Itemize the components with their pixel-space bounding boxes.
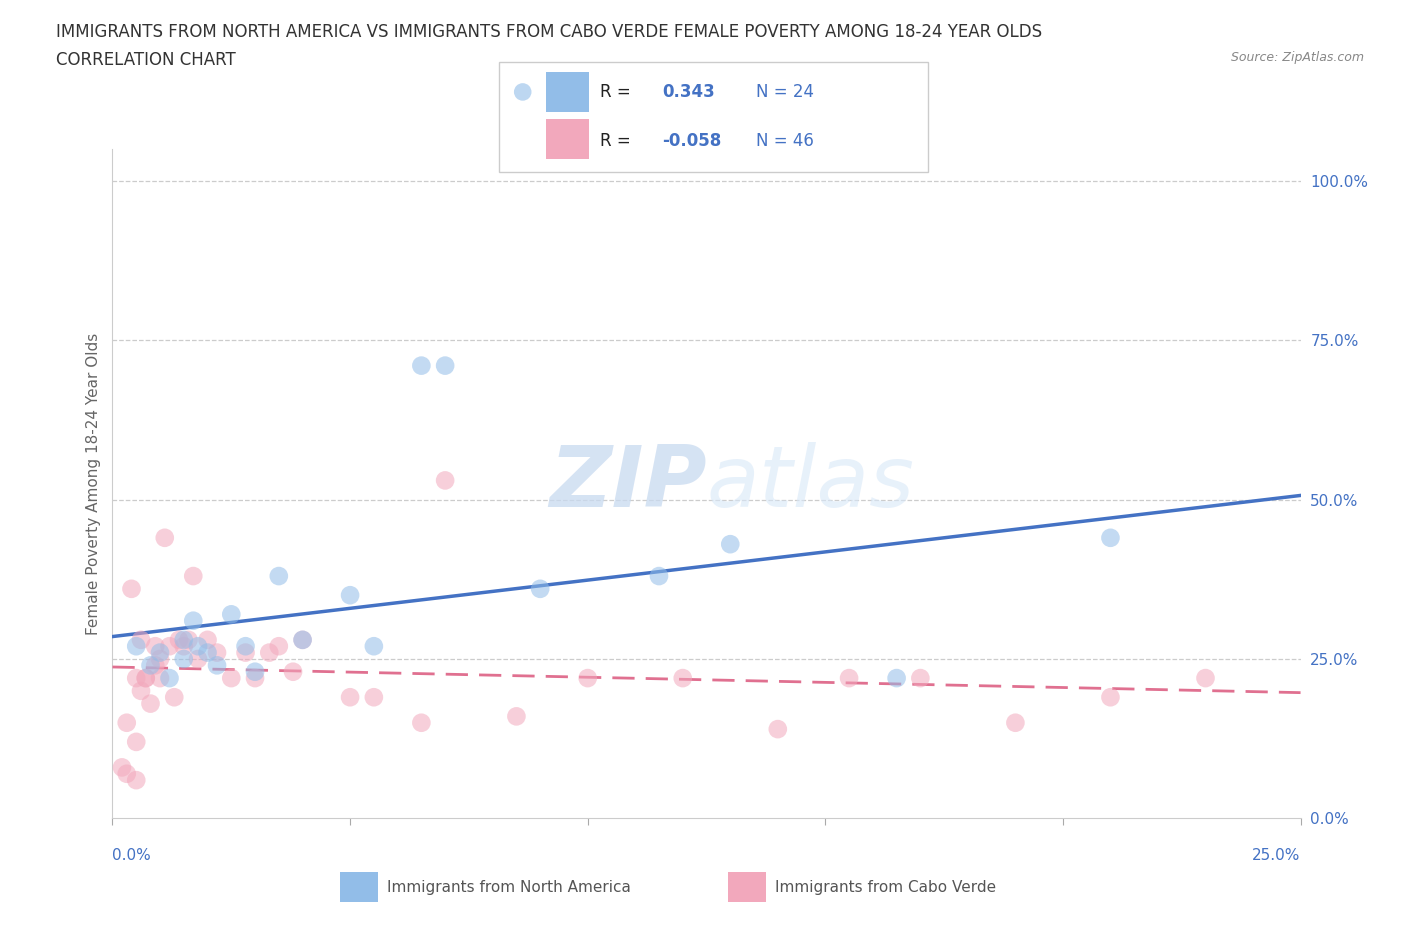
Point — [512, 85, 534, 100]
Text: N = 46: N = 46 — [756, 132, 814, 151]
Point — [243, 664, 266, 679]
Point — [243, 671, 266, 685]
Point — [363, 690, 385, 705]
Point — [173, 639, 195, 654]
Point — [159, 639, 181, 654]
Point — [576, 671, 599, 685]
Point — [267, 639, 290, 654]
Point — [135, 671, 157, 685]
Point — [1194, 671, 1216, 685]
Point — [205, 658, 228, 672]
Point — [139, 697, 162, 711]
Point — [235, 645, 257, 660]
Point — [143, 658, 166, 672]
Point — [129, 684, 152, 698]
Point — [411, 715, 433, 730]
Point — [115, 715, 138, 730]
Point — [339, 690, 361, 705]
Point — [125, 639, 148, 654]
Point — [173, 652, 195, 667]
Point — [187, 639, 209, 654]
Point — [648, 568, 671, 583]
Text: Immigrants from North America: Immigrants from North America — [387, 880, 630, 895]
Point — [886, 671, 908, 685]
Point — [205, 645, 228, 660]
Point — [187, 652, 209, 667]
Point — [125, 671, 148, 685]
Point — [153, 530, 176, 545]
Point — [235, 639, 257, 654]
Point — [838, 671, 860, 685]
Point — [115, 766, 138, 781]
Text: CORRELATION CHART: CORRELATION CHART — [56, 51, 236, 69]
Point — [139, 658, 162, 672]
Text: ZIP: ZIP — [548, 442, 707, 525]
Point — [910, 671, 932, 685]
Point — [181, 613, 204, 628]
Point — [149, 645, 172, 660]
Point — [135, 671, 157, 685]
Point — [1099, 530, 1122, 545]
Text: atlas: atlas — [707, 442, 914, 525]
Bar — [547, 119, 589, 159]
Text: -0.058: -0.058 — [662, 132, 721, 151]
Text: 0.0%: 0.0% — [112, 848, 152, 863]
Point — [149, 652, 172, 667]
Point — [143, 639, 166, 654]
Point — [363, 639, 385, 654]
Point — [121, 581, 143, 596]
Point — [163, 690, 186, 705]
Point — [259, 645, 281, 660]
Point — [125, 773, 148, 788]
Point — [529, 581, 551, 596]
Point — [177, 632, 200, 647]
Point — [173, 632, 195, 647]
Bar — [547, 73, 589, 112]
Point — [281, 664, 304, 679]
Text: Source: ZipAtlas.com: Source: ZipAtlas.com — [1230, 51, 1364, 64]
Point — [111, 760, 134, 775]
Point — [267, 568, 290, 583]
Text: R =: R = — [600, 83, 631, 101]
Point — [505, 709, 527, 724]
Point — [291, 632, 314, 647]
Bar — [340, 872, 378, 901]
Point — [167, 632, 190, 647]
Text: N = 24: N = 24 — [756, 83, 814, 101]
Point — [766, 722, 789, 737]
Point — [434, 358, 457, 373]
Point — [339, 588, 361, 603]
Point — [291, 632, 314, 647]
Point — [219, 671, 243, 685]
Point — [125, 735, 148, 750]
Text: 0.343: 0.343 — [662, 83, 714, 101]
Text: 25.0%: 25.0% — [1253, 848, 1301, 863]
Text: IMMIGRANTS FROM NORTH AMERICA VS IMMIGRANTS FROM CABO VERDE FEMALE POVERTY AMONG: IMMIGRANTS FROM NORTH AMERICA VS IMMIGRA… — [56, 23, 1042, 41]
Point — [159, 671, 181, 685]
Point — [672, 671, 695, 685]
Point — [129, 632, 152, 647]
Point — [1004, 715, 1026, 730]
Text: Immigrants from Cabo Verde: Immigrants from Cabo Verde — [775, 880, 995, 895]
Point — [411, 358, 433, 373]
Point — [434, 473, 457, 488]
Point — [219, 607, 243, 622]
Point — [197, 645, 219, 660]
Point — [718, 537, 741, 551]
Point — [197, 632, 219, 647]
Bar — [728, 872, 766, 901]
Y-axis label: Female Poverty Among 18-24 Year Olds: Female Poverty Among 18-24 Year Olds — [86, 333, 101, 635]
Point — [181, 568, 204, 583]
FancyBboxPatch shape — [499, 62, 928, 172]
Point — [149, 671, 172, 685]
Point — [1099, 690, 1122, 705]
Text: R =: R = — [600, 132, 631, 151]
